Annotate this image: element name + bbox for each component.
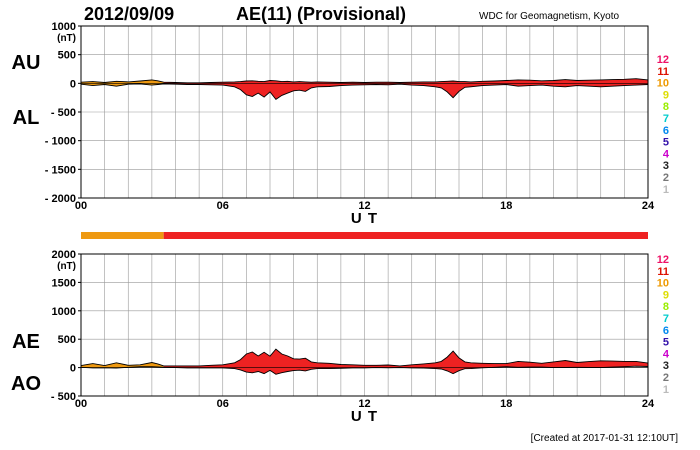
station-count-label: 2 bbox=[663, 372, 669, 384]
station-count-label: 10 bbox=[657, 278, 669, 290]
station-bar-segment bbox=[163, 232, 648, 239]
y-tick-label: 0 bbox=[70, 363, 76, 375]
station-count-label: 3 bbox=[663, 360, 669, 372]
series-label-al: AL bbox=[13, 107, 40, 129]
plot-title: AE(11) (Provisional) bbox=[236, 4, 407, 24]
series-label-ao: AO bbox=[11, 373, 41, 395]
y-tick-label: - 1000 bbox=[45, 136, 76, 148]
series-line-al bbox=[80, 83, 649, 101]
station-count-label: 12 bbox=[657, 54, 669, 66]
station-count-label: 4 bbox=[663, 148, 670, 160]
chart-panel-1: 1000 500 0 - 500 - 1000 - 1500 - 2000 (nT) 00 06 1… bbox=[12, 21, 670, 227]
x-tick-label: 00 bbox=[75, 200, 87, 212]
y-tick-label: - 500 bbox=[51, 391, 76, 403]
series-line-ae bbox=[80, 348, 649, 367]
station-count-label: 10 bbox=[657, 78, 669, 90]
x-tick-label: 06 bbox=[217, 398, 229, 410]
x-axis-label: U T bbox=[351, 210, 378, 227]
series-label-au: AU bbox=[12, 52, 41, 74]
station-count-label: 11 bbox=[657, 266, 669, 278]
station-count-label: 2 bbox=[663, 172, 669, 184]
y-tick-label: 1500 bbox=[52, 277, 76, 289]
station-count-label: 6 bbox=[663, 125, 669, 137]
station-count-label: 7 bbox=[663, 113, 669, 125]
station-count-label: 8 bbox=[663, 301, 669, 313]
y-tick-label: 500 bbox=[58, 334, 76, 346]
x-tick-label: 00 bbox=[75, 398, 87, 410]
created-timestamp: [Created at 2017-01-31 12:10UT] bbox=[530, 433, 678, 444]
y-tick-label: 1000 bbox=[52, 21, 76, 33]
station-count-label: 7 bbox=[663, 313, 669, 325]
station-count-label: 11 bbox=[657, 66, 669, 78]
x-tick-label: 18 bbox=[500, 398, 512, 410]
station-count-label: 4 bbox=[663, 348, 670, 360]
series-line-au bbox=[80, 78, 649, 84]
plot-frame bbox=[80, 253, 649, 397]
y-tick-label: 1000 bbox=[52, 306, 76, 318]
station-count-label: 5 bbox=[663, 137, 669, 149]
y-tick-label: - 500 bbox=[51, 107, 76, 119]
y-tick-label: - 1500 bbox=[45, 164, 76, 176]
x-axis-label: U T bbox=[351, 408, 378, 425]
series-label-ae: AE bbox=[12, 331, 40, 353]
y-unit-label: (nT) bbox=[57, 261, 76, 272]
y-tick-label: 2000 bbox=[52, 249, 76, 261]
station-color-bar bbox=[81, 232, 648, 239]
station-count-label: 5 bbox=[663, 337, 669, 349]
station-count-label: 9 bbox=[663, 289, 669, 301]
station-bar-segment bbox=[81, 232, 164, 239]
station-count-label: 1 bbox=[663, 384, 669, 396]
plot-date: 2012/09/09 bbox=[84, 4, 175, 24]
y-tick-label: - 2000 bbox=[45, 193, 76, 205]
x-tick-label: 24 bbox=[642, 200, 655, 212]
y-tick-label: 0 bbox=[70, 78, 76, 90]
x-tick-label: 24 bbox=[642, 398, 655, 410]
y-unit-label: (nT) bbox=[57, 33, 76, 44]
x-tick-label: 06 bbox=[217, 200, 229, 212]
x-tick-label: 12 bbox=[358, 200, 370, 212]
station-count-label: 1 bbox=[663, 184, 669, 196]
station-count-label: 9 bbox=[663, 89, 669, 101]
station-count-label: 8 bbox=[663, 101, 669, 113]
station-count-label: 3 bbox=[663, 160, 669, 172]
y-tick-label: 500 bbox=[58, 50, 76, 62]
x-tick-label: 18 bbox=[500, 200, 512, 212]
x-tick-label: 12 bbox=[358, 398, 370, 410]
data-source: WDC for Geomagnetism, Kyoto bbox=[479, 11, 620, 22]
station-count-label: 12 bbox=[657, 254, 669, 266]
station-count-label: 6 bbox=[663, 325, 669, 337]
